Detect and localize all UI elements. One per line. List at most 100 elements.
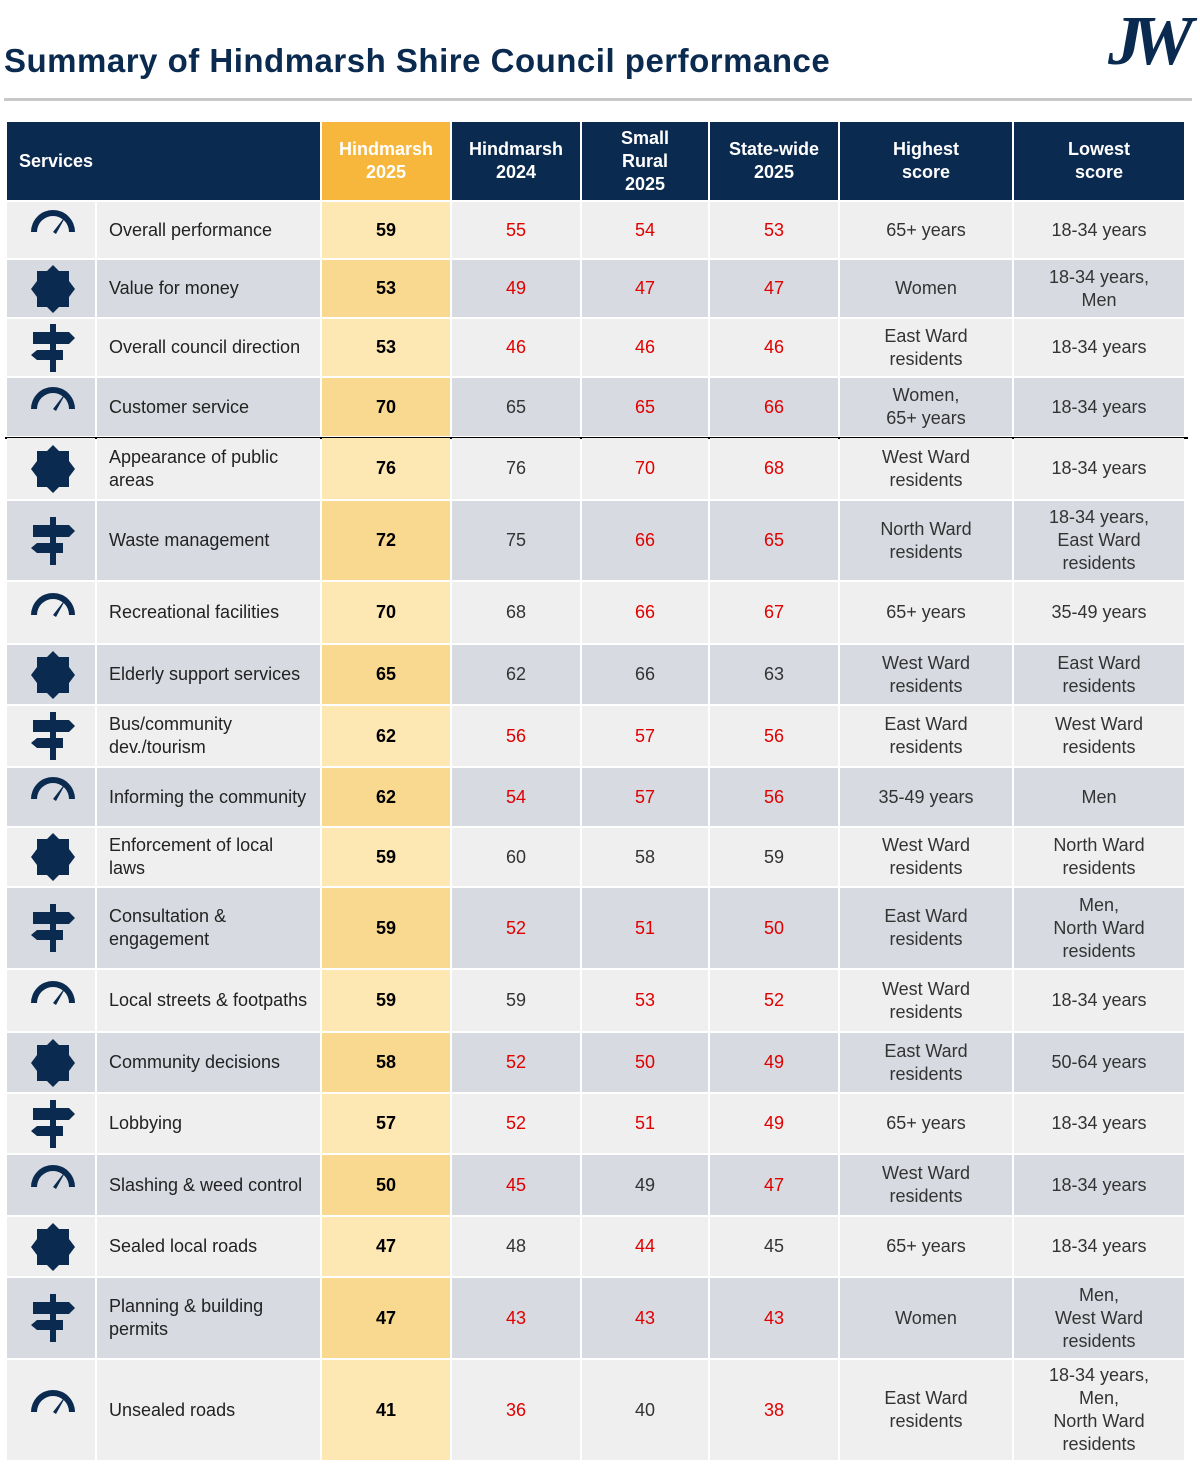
score: 54 xyxy=(582,202,708,258)
lowest-score: Men, North Ward residents xyxy=(1014,888,1184,968)
score: 53 xyxy=(710,202,838,258)
icon-shape xyxy=(31,210,75,234)
highest-score: West Ward residents xyxy=(840,438,1012,499)
icon-cell xyxy=(7,970,95,1031)
score: 46 xyxy=(582,319,708,376)
lowest-score: Men, West Ward residents xyxy=(1014,1278,1184,1358)
score: 58 xyxy=(582,828,708,886)
score: 67 xyxy=(710,582,838,643)
highest-score: East Ward residents xyxy=(840,1360,1012,1460)
lowest-score: 18-34 years xyxy=(1014,1094,1184,1153)
score: 43 xyxy=(452,1278,580,1358)
score: 47 xyxy=(710,1155,838,1215)
icon-shape xyxy=(31,387,75,411)
service-name: Informing the community xyxy=(97,768,320,826)
icon-shape xyxy=(31,1222,75,1271)
lowest-score: 18-34 years xyxy=(1014,1217,1184,1276)
score: 53 xyxy=(322,319,450,376)
icon-shape xyxy=(31,777,75,801)
service-icon xyxy=(31,1294,75,1342)
icon-shape xyxy=(31,444,75,493)
highest-score: East Ward residents xyxy=(840,888,1012,968)
score: 59 xyxy=(322,202,450,258)
title-rule xyxy=(4,98,1192,101)
score: 70 xyxy=(322,378,450,436)
highest-score: Women xyxy=(840,1278,1012,1358)
score: 66 xyxy=(582,501,708,580)
score: 75 xyxy=(452,501,580,580)
score: 63 xyxy=(710,645,838,704)
score: 45 xyxy=(710,1217,838,1276)
service-name: Elderly support services xyxy=(97,645,320,704)
lowest-score: 35-49 years xyxy=(1014,582,1184,643)
score: 62 xyxy=(322,706,450,766)
icon-shape xyxy=(31,712,75,760)
score: 57 xyxy=(322,1094,450,1153)
service-name: Lobbying xyxy=(97,1094,320,1153)
service-name: Enforcement of local laws xyxy=(97,828,320,886)
service-icon xyxy=(31,444,75,493)
score: 46 xyxy=(710,319,838,376)
score: 49 xyxy=(452,260,580,317)
icon-shape xyxy=(31,1038,75,1087)
service-name: Overall performance xyxy=(97,202,320,258)
icon-shape xyxy=(31,264,75,313)
score: 76 xyxy=(452,438,580,499)
highest-score: North Ward residents xyxy=(840,501,1012,580)
highest-score: Women xyxy=(840,260,1012,317)
score: 59 xyxy=(452,970,580,1031)
service-icon xyxy=(31,1222,75,1271)
score: 70 xyxy=(582,438,708,499)
highest-score: Women, 65+ years xyxy=(840,378,1012,436)
lowest-score: East Ward residents xyxy=(1014,645,1184,704)
score: 43 xyxy=(582,1278,708,1358)
service-icon xyxy=(31,1390,75,1414)
score: 55 xyxy=(452,202,580,258)
score: 66 xyxy=(582,582,708,643)
icon-shape xyxy=(31,592,75,617)
icon-shape xyxy=(31,516,75,565)
score: 68 xyxy=(710,438,838,499)
score: 47 xyxy=(322,1217,450,1276)
service-name: Local streets & footpaths xyxy=(97,970,320,1031)
icon-shape xyxy=(31,904,75,952)
highest-score: 65+ years xyxy=(840,202,1012,258)
score: 50 xyxy=(322,1155,450,1215)
score: 45 xyxy=(452,1155,580,1215)
logo: JW xyxy=(1108,3,1193,80)
score: 65 xyxy=(582,378,708,436)
header-cell: Hindmarsh 2025 xyxy=(322,122,450,200)
score: 56 xyxy=(710,768,838,826)
highest-score: 65+ years xyxy=(840,582,1012,643)
score: 65 xyxy=(322,645,450,704)
header-cell: Services xyxy=(7,122,320,200)
service-name: Slashing & weed control xyxy=(97,1155,320,1215)
header-cell: State-wide 2025 xyxy=(710,122,838,200)
icon-cell xyxy=(7,582,95,643)
icon-shape xyxy=(31,1390,75,1414)
score: 44 xyxy=(582,1217,708,1276)
score: 59 xyxy=(322,828,450,886)
highest-score: East Ward residents xyxy=(840,1033,1012,1092)
service-name: Planning & building permits xyxy=(97,1278,320,1358)
highest-score: East Ward residents xyxy=(840,319,1012,376)
score: 49 xyxy=(710,1094,838,1153)
score: 43 xyxy=(710,1278,838,1358)
service-icon xyxy=(31,1165,75,1189)
lowest-score: 18-34 years, Men xyxy=(1014,260,1184,317)
service-icon xyxy=(31,210,75,234)
highest-score: West Ward residents xyxy=(840,645,1012,704)
score: 36 xyxy=(452,1360,580,1460)
score: 47 xyxy=(322,1278,450,1358)
service-icon xyxy=(31,323,75,372)
lowest-score: 18-34 years xyxy=(1014,378,1184,436)
score: 40 xyxy=(582,1360,708,1460)
score: 62 xyxy=(322,768,450,826)
lowest-score: 18-34 years xyxy=(1014,438,1184,499)
service-icon xyxy=(31,592,75,617)
score: 50 xyxy=(582,1033,708,1092)
highest-score: West Ward residents xyxy=(840,1155,1012,1215)
lowest-score: 18-34 years xyxy=(1014,319,1184,376)
score: 53 xyxy=(322,260,450,317)
highest-score: West Ward residents xyxy=(840,970,1012,1031)
